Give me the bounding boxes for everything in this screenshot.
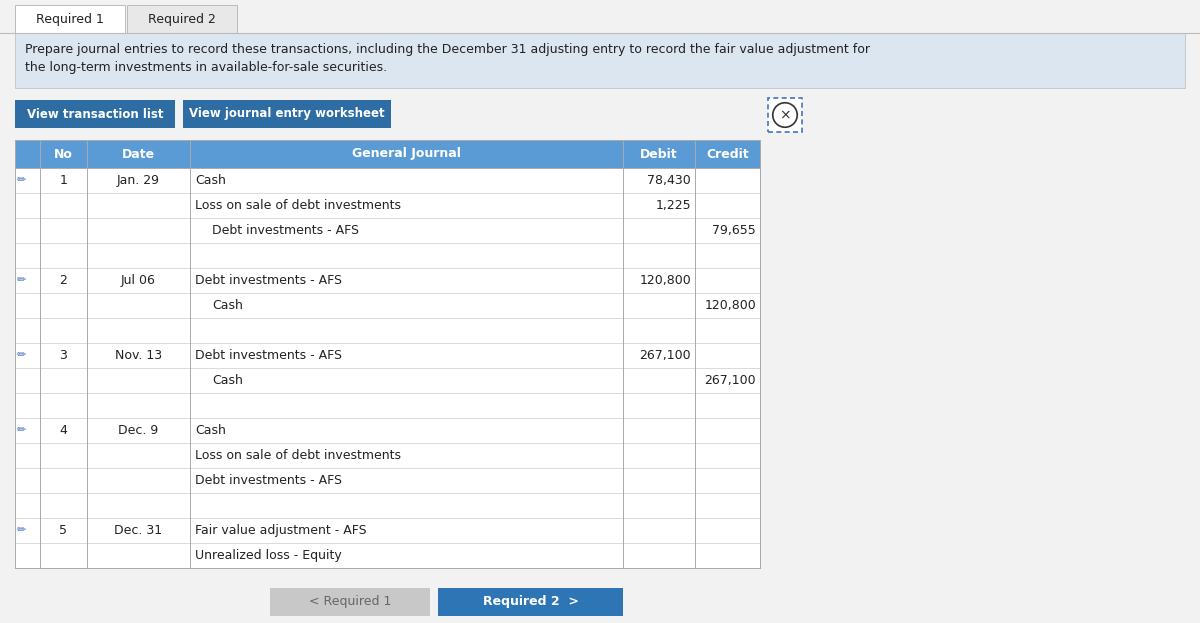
Text: Debt investments - AFS: Debt investments - AFS — [194, 474, 342, 487]
Text: View transaction list: View transaction list — [26, 108, 163, 120]
Text: ✏: ✏ — [17, 525, 26, 536]
Text: ✏: ✏ — [17, 176, 26, 186]
Text: General Journal: General Journal — [352, 148, 461, 161]
FancyBboxPatch shape — [14, 418, 760, 443]
Text: 78,430: 78,430 — [647, 174, 691, 187]
Text: Loss on sale of debt investments: Loss on sale of debt investments — [194, 199, 401, 212]
Text: 3: 3 — [60, 349, 67, 362]
FancyBboxPatch shape — [438, 588, 623, 616]
FancyBboxPatch shape — [14, 443, 760, 468]
Text: < Required 1: < Required 1 — [308, 596, 391, 609]
FancyBboxPatch shape — [14, 100, 175, 128]
Text: Credit: Credit — [706, 148, 749, 161]
Text: Required 2: Required 2 — [148, 12, 216, 26]
FancyBboxPatch shape — [270, 588, 430, 616]
Text: 120,800: 120,800 — [704, 299, 756, 312]
Text: ✏: ✏ — [17, 351, 26, 361]
Text: Date: Date — [122, 148, 155, 161]
Text: 1: 1 — [60, 174, 67, 187]
FancyBboxPatch shape — [14, 318, 760, 343]
FancyBboxPatch shape — [14, 493, 760, 518]
FancyBboxPatch shape — [14, 293, 760, 318]
Text: ×: × — [779, 108, 791, 122]
Text: View journal entry worksheet: View journal entry worksheet — [190, 108, 385, 120]
FancyBboxPatch shape — [14, 393, 760, 418]
Text: 5: 5 — [60, 524, 67, 537]
Text: Cash: Cash — [194, 424, 226, 437]
Text: Required 2  >: Required 2 > — [482, 596, 578, 609]
Text: Fair value adjustment - AFS: Fair value adjustment - AFS — [194, 524, 367, 537]
Text: ✏: ✏ — [17, 275, 26, 285]
FancyBboxPatch shape — [14, 243, 760, 268]
Text: Loss on sale of debt investments: Loss on sale of debt investments — [194, 449, 401, 462]
FancyBboxPatch shape — [127, 5, 238, 33]
FancyBboxPatch shape — [14, 33, 1186, 88]
FancyBboxPatch shape — [182, 100, 391, 128]
Text: Jan. 29: Jan. 29 — [118, 174, 160, 187]
FancyBboxPatch shape — [14, 343, 760, 368]
Text: No: No — [54, 148, 73, 161]
Text: Debit: Debit — [640, 148, 678, 161]
FancyBboxPatch shape — [14, 368, 760, 393]
Text: 2: 2 — [60, 274, 67, 287]
Text: Dec. 31: Dec. 31 — [114, 524, 162, 537]
Text: Debt investments - AFS: Debt investments - AFS — [194, 274, 342, 287]
FancyBboxPatch shape — [14, 268, 760, 293]
Text: Debt investments - AFS: Debt investments - AFS — [194, 349, 342, 362]
Text: 1,225: 1,225 — [655, 199, 691, 212]
FancyBboxPatch shape — [14, 543, 760, 568]
Text: ✏: ✏ — [17, 426, 26, 435]
Text: 120,800: 120,800 — [640, 274, 691, 287]
FancyBboxPatch shape — [14, 468, 760, 493]
Text: Jul 06: Jul 06 — [121, 274, 156, 287]
Text: Nov. 13: Nov. 13 — [115, 349, 162, 362]
Text: 4: 4 — [60, 424, 67, 437]
Text: Cash: Cash — [212, 374, 242, 387]
Text: 267,100: 267,100 — [704, 374, 756, 387]
Text: Unrealized loss - Equity: Unrealized loss - Equity — [194, 549, 342, 562]
Text: Dec. 9: Dec. 9 — [119, 424, 158, 437]
FancyBboxPatch shape — [14, 140, 760, 568]
FancyBboxPatch shape — [14, 518, 760, 543]
Text: the long-term investments in available-for-sale securities.: the long-term investments in available-f… — [25, 62, 388, 75]
Text: 79,655: 79,655 — [713, 224, 756, 237]
FancyBboxPatch shape — [14, 5, 125, 33]
FancyBboxPatch shape — [14, 140, 760, 168]
FancyBboxPatch shape — [768, 98, 802, 132]
FancyBboxPatch shape — [14, 218, 760, 243]
Text: Cash: Cash — [212, 299, 242, 312]
Text: Cash: Cash — [194, 174, 226, 187]
FancyBboxPatch shape — [14, 193, 760, 218]
Text: Required 1: Required 1 — [36, 12, 104, 26]
Text: Prepare journal entries to record these transactions, including the December 31 : Prepare journal entries to record these … — [25, 44, 870, 57]
FancyBboxPatch shape — [14, 168, 760, 193]
Text: 267,100: 267,100 — [640, 349, 691, 362]
Text: Debt investments - AFS: Debt investments - AFS — [212, 224, 359, 237]
